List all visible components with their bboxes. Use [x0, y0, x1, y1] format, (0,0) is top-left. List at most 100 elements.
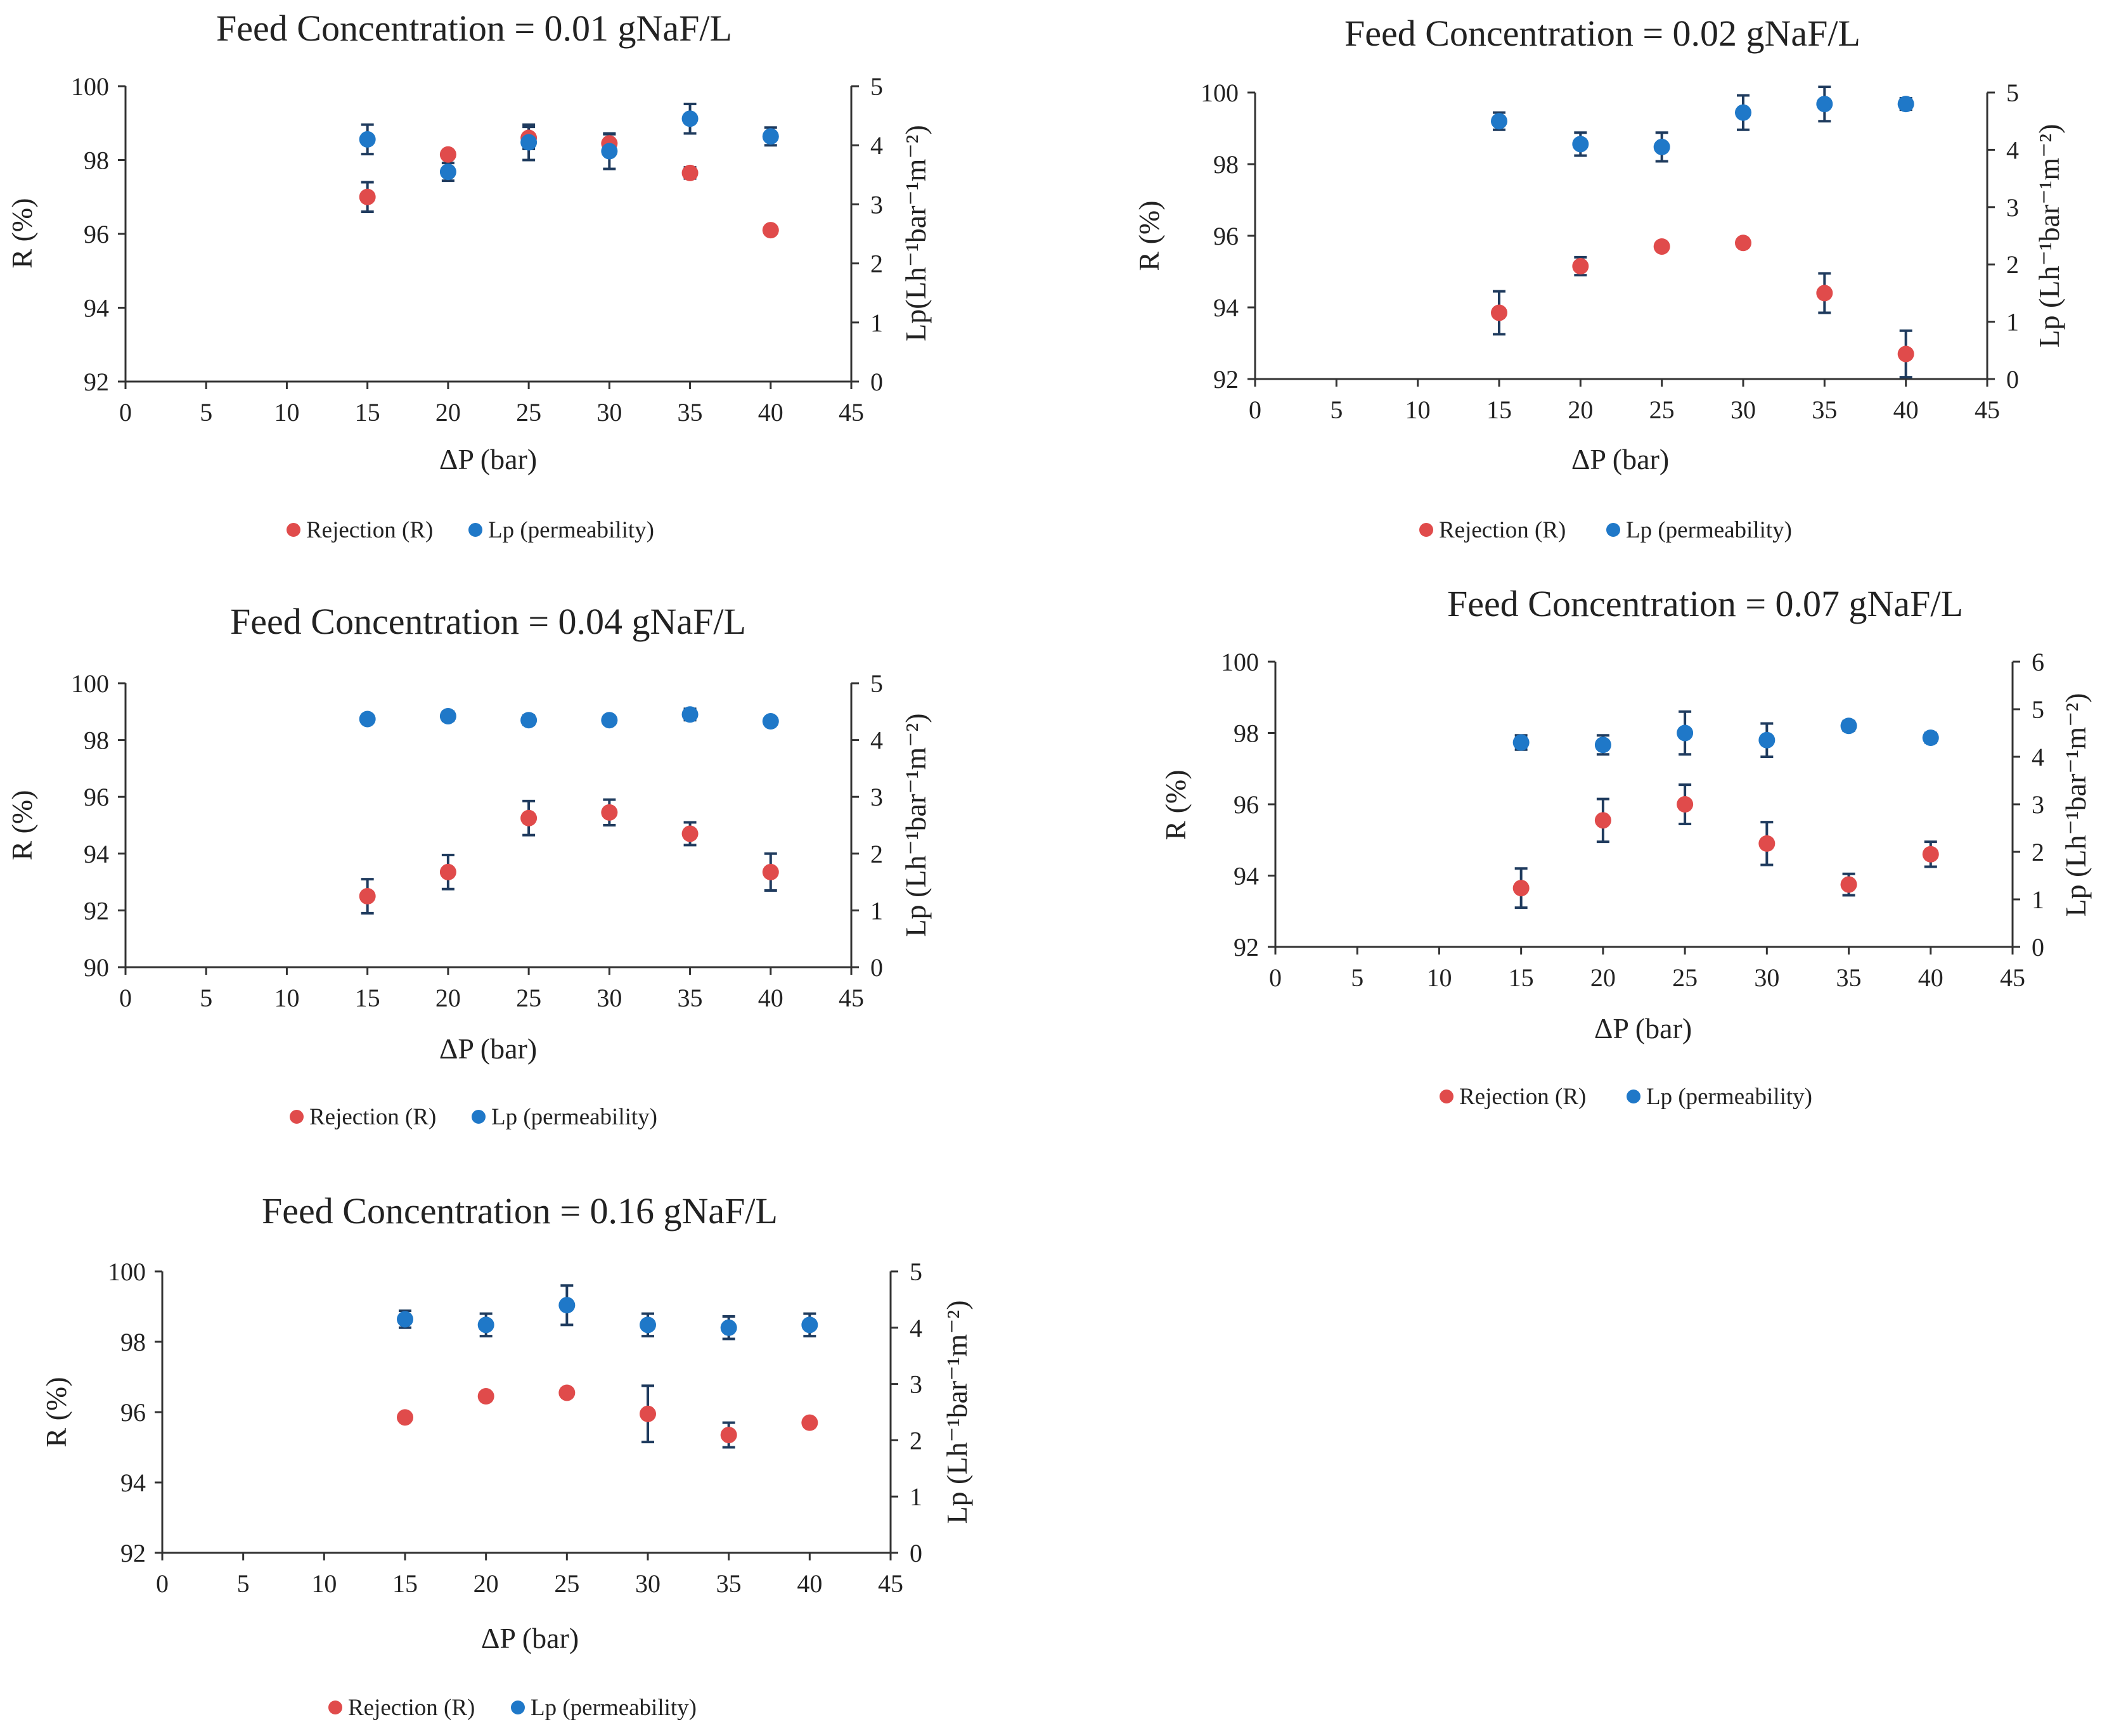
rejection-point: [762, 863, 779, 880]
rejection-point: [1572, 258, 1589, 275]
y-tick-label: 100: [1201, 79, 1239, 107]
y-tick-label: 90: [84, 953, 109, 982]
chart-title: Feed Concentration = 0.16 gNaF/L: [262, 1190, 778, 1231]
x-axis-label: ΔP (bar): [1571, 443, 1669, 475]
x-tick-label: 40: [797, 1569, 822, 1598]
rejection-point: [601, 804, 618, 821]
legend-permeability-marker: [472, 1110, 486, 1124]
x-axis-label: ΔP (bar): [481, 1622, 579, 1654]
y-tick-label: 94: [1213, 293, 1239, 322]
y2-axis-label: Lp (Lh⁻¹bar⁻¹m⁻²): [2059, 693, 2092, 916]
y2-tick-label: 5: [2032, 695, 2044, 724]
y2-tick-label: 4: [870, 131, 883, 160]
legend-permeability-marker: [511, 1701, 525, 1714]
y-tick-label: 96: [84, 783, 109, 811]
y2-axis-label: Lp (Lh⁻¹bar⁻¹m⁻²): [2033, 124, 2065, 347]
permeability-point: [762, 713, 779, 730]
x-tick-label: 0: [1249, 395, 1261, 424]
x-tick-label: 20: [1568, 395, 1593, 424]
permeability-point: [1653, 138, 1670, 155]
x-tick-label: 5: [1351, 963, 1363, 992]
rejection-point: [359, 188, 376, 205]
y-axis-label: R (%): [6, 198, 38, 268]
y-tick-label: 98: [84, 146, 109, 175]
x-tick-label: 30: [596, 398, 622, 427]
y-tick-label: 94: [84, 294, 109, 323]
permeability-point: [1491, 113, 1507, 130]
y-tick-label: 94: [84, 840, 109, 868]
y2-tick-label: 1: [870, 309, 883, 337]
y2-tick-label: 0: [870, 368, 883, 396]
x-tick-label: 15: [392, 1569, 418, 1598]
x-tick-label: 20: [1590, 963, 1616, 992]
permeability-point: [1816, 96, 1833, 113]
permeability-point: [359, 710, 376, 728]
rejection-point: [477, 1388, 494, 1405]
permeability-point: [1735, 104, 1751, 121]
permeability-point: [640, 1316, 656, 1334]
y2-tick-label: 5: [870, 72, 883, 101]
x-tick-label: 45: [1975, 395, 2000, 424]
permeability-point: [520, 134, 538, 151]
permeability-point: [801, 1316, 818, 1334]
x-tick-label: 25: [516, 984, 541, 1012]
rejection-point: [681, 825, 699, 842]
x-tick-label: 20: [474, 1569, 499, 1598]
permeability-point: [1758, 731, 1776, 749]
y-tick-label: 96: [1234, 790, 1259, 819]
x-tick-label: 45: [878, 1569, 903, 1598]
y2-tick-label: 0: [2032, 933, 2044, 961]
rejection-point: [720, 1427, 737, 1444]
y-tick-label: 94: [120, 1469, 146, 1497]
rejection-point: [359, 888, 376, 904]
rejection-point: [1758, 835, 1776, 852]
y2-tick-label: 5: [2006, 79, 2019, 107]
permeability-point: [439, 707, 456, 724]
x-tick-label: 15: [355, 984, 380, 1012]
y-tick-label: 100: [71, 72, 109, 101]
x-tick-label: 35: [716, 1569, 742, 1598]
legend-rejection-label: Rejection (R): [309, 1104, 436, 1130]
x-tick-label: 35: [1836, 963, 1862, 992]
x-tick-label: 10: [274, 984, 299, 1012]
x-axis-label: ΔP (bar): [1594, 1012, 1692, 1045]
permeability-point: [601, 143, 618, 160]
x-tick-label: 35: [1812, 395, 1837, 424]
rejection-point: [1735, 235, 1751, 252]
y-tick-label: 98: [1213, 150, 1239, 179]
y2-tick-label: 5: [870, 669, 883, 698]
y-tick-label: 92: [84, 896, 109, 925]
y2-tick-label: 0: [910, 1539, 922, 1567]
rejection-point: [1653, 238, 1670, 255]
legend: Rejection (R) Lp (permeability): [287, 517, 654, 543]
y2-tick-label: 4: [2032, 743, 2044, 771]
x-tick-label: 40: [1893, 395, 1919, 424]
legend-permeability-marker: [468, 523, 482, 537]
rejection-point: [558, 1384, 576, 1401]
x-tick-label: 30: [596, 984, 622, 1012]
y-axis-label: R (%): [1159, 769, 1192, 840]
legend-permeability-label: Lp (permeability): [491, 1104, 657, 1130]
legend-rejection-label: Rejection (R): [1439, 517, 1566, 543]
y2-tick-label: 0: [2006, 365, 2019, 394]
x-tick-label: 0: [1269, 963, 1282, 992]
legend: Rejection (R) Lp (permeability): [328, 1695, 697, 1721]
y2-tick-label: 1: [2032, 885, 2044, 914]
chart-title: Feed Concentration = 0.01 gNaF/L: [216, 8, 732, 49]
x-tick-label: 30: [635, 1569, 661, 1598]
x-tick-label: 25: [554, 1569, 579, 1598]
y-axis-label: R (%): [6, 790, 38, 860]
x-tick-label: 5: [200, 984, 212, 1012]
rejection-point: [397, 1409, 413, 1426]
y2-tick-label: 0: [870, 953, 883, 982]
legend-rejection-label: Rejection (R): [1459, 1084, 1586, 1110]
x-tick-label: 5: [1330, 395, 1343, 424]
legend-permeability-marker: [1627, 1090, 1640, 1103]
rejection-point: [1816, 285, 1833, 302]
y2-tick-label: 5: [910, 1257, 922, 1286]
x-tick-label: 10: [311, 1569, 337, 1598]
y2-tick-label: 4: [2006, 136, 2019, 164]
permeability-point: [1512, 734, 1530, 751]
x-tick-label: 15: [1509, 963, 1534, 992]
